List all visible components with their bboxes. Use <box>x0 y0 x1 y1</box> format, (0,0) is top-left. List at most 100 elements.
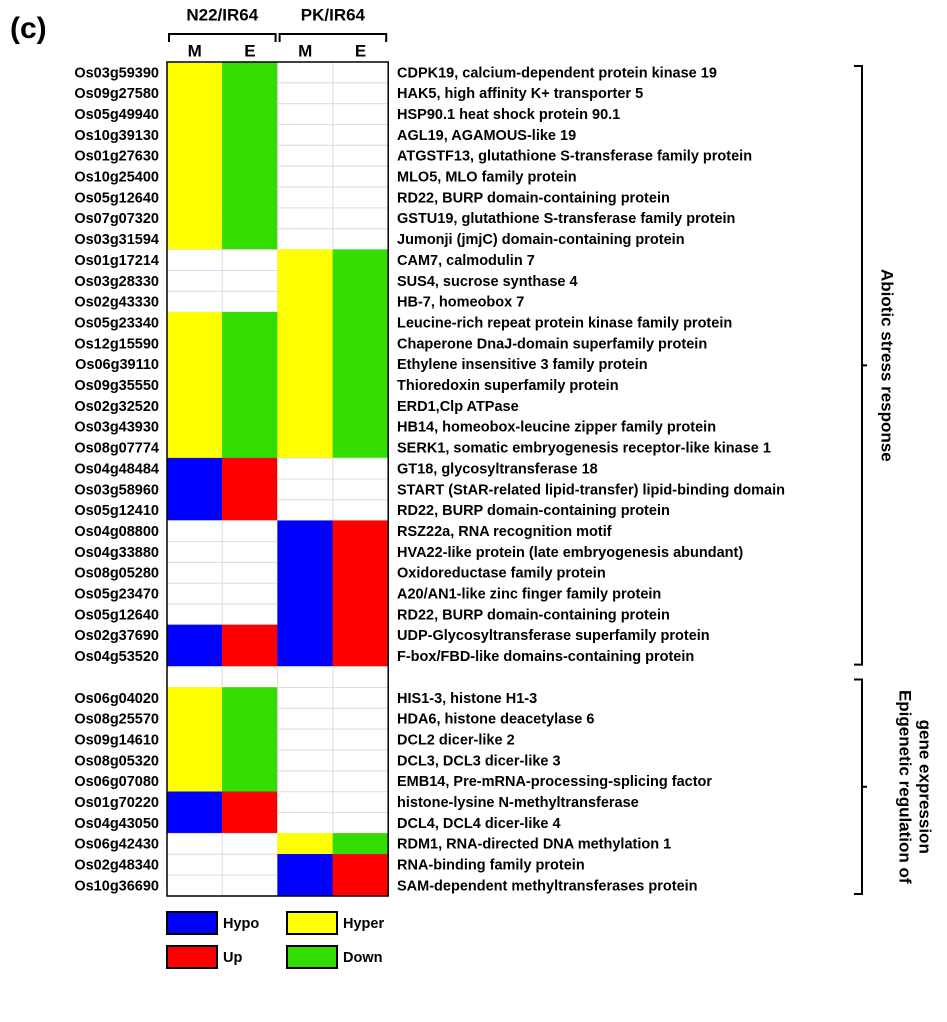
heatmap-cell <box>277 499 334 522</box>
heatmap-cell <box>277 520 334 542</box>
gene-description: SUS4, sucrose synthase 4 <box>397 274 578 290</box>
gene-description: Jumonji (jmjC) domain-containing protein <box>397 232 685 248</box>
heatmap-cell <box>332 833 389 855</box>
heatmap-cell <box>222 499 278 521</box>
heatmap-cell <box>332 583 389 605</box>
empty-cell <box>221 666 279 689</box>
heatmap-cell <box>166 311 223 334</box>
gene-description: Thioredoxin superfamily protein <box>397 378 619 394</box>
gene-id: Os10g25400 <box>74 170 159 186</box>
heatmap-cell <box>277 395 334 417</box>
heatmap-cell <box>222 374 278 396</box>
heatmap-cell <box>221 520 279 543</box>
gene-description: F-box/FBD-like domains-containing protei… <box>397 649 694 665</box>
heatmap-cell <box>277 228 334 251</box>
legend-label: Hyper <box>343 916 384 932</box>
heatmap-cell <box>277 311 334 334</box>
heatmap-cell <box>166 770 223 793</box>
gene-description: Oxidoreductase family protein <box>397 566 606 582</box>
group-label: N22/IR64 <box>186 5 258 24</box>
heatmap-cell <box>166 437 223 459</box>
heatmap-cell <box>277 749 334 772</box>
column-label: E <box>244 41 255 60</box>
heatmap-cell <box>332 228 389 251</box>
gene-id: Os09g14610 <box>74 732 159 748</box>
heatmap-cell <box>222 812 278 834</box>
gene-id: Os10g36690 <box>74 878 159 894</box>
heatmap-cell <box>166 853 223 876</box>
gene-description: DCL4, DCL4 dicer-like 4 <box>397 816 561 832</box>
heatmap-cell <box>332 874 389 897</box>
heatmap-cell <box>332 749 389 772</box>
gene-id: Os05g49940 <box>74 107 159 123</box>
heatmap-cell <box>332 624 389 647</box>
gene-description: DCL2 dicer-like 2 <box>397 732 515 748</box>
heatmap-cell <box>166 228 223 250</box>
heatmap-cell <box>222 82 278 104</box>
heatmap-cell <box>332 395 389 417</box>
heatmap-cell <box>166 499 223 521</box>
gene-id: Os06g04020 <box>74 691 159 707</box>
heatmap-cell <box>277 833 334 855</box>
heatmap-cell <box>222 770 278 793</box>
gene-id: Os08g07774 <box>74 441 159 457</box>
heatmap-cell <box>221 561 279 584</box>
heatmap-cell <box>277 82 334 105</box>
gene-id: Os05g12640 <box>74 607 159 623</box>
gene-description: DCL3, DCL3 dicer-like 3 <box>397 753 561 769</box>
heatmap-cell <box>332 541 389 563</box>
heatmap-cell <box>332 82 389 105</box>
gene-id: Os02g43330 <box>74 295 159 311</box>
gene-description: Leucine-rich repeat protein kinase famil… <box>397 315 732 331</box>
heatmap-cell <box>166 290 223 313</box>
heatmap-cell <box>277 707 334 730</box>
heatmap-cell <box>221 290 279 313</box>
heatmap-cell <box>221 832 279 855</box>
gene-id: Os12g15590 <box>74 336 159 352</box>
empty-cell <box>166 666 223 689</box>
heatmap-cell <box>277 165 334 188</box>
gene-id: Os08g25570 <box>74 712 159 728</box>
heatmap-cell <box>166 603 223 626</box>
heatmap-cell <box>332 165 389 188</box>
heatmap-cell <box>222 687 278 709</box>
gene-id: Os06g42430 <box>74 837 159 853</box>
heatmap-cell <box>166 728 223 751</box>
gene-description: AGL19, AGAMOUS-like 19 <box>397 128 576 144</box>
heatmap-cell <box>332 332 389 355</box>
gene-description: GSTU19, glutathione S-transferase family… <box>397 211 735 227</box>
gene-description: RD22, BURP domain-containing protein <box>397 607 670 623</box>
section-label: gene expression <box>916 720 935 854</box>
heatmap-cell <box>222 353 278 375</box>
gene-id: Os01g70220 <box>74 795 159 811</box>
empty-cell <box>277 666 334 689</box>
gene-id: Os01g27630 <box>74 149 159 165</box>
heatmap-cell <box>222 645 278 667</box>
group-bracket <box>168 33 277 42</box>
gene-id: Os09g35550 <box>74 378 159 394</box>
gene-description: MLO5, MLO family protein <box>397 170 577 186</box>
gene-id: Os05g23340 <box>74 315 159 331</box>
heatmap-cell <box>166 270 223 292</box>
gene-id: Os04g33880 <box>74 545 159 561</box>
gene-description: A20/AN1-like zinc finger family protein <box>397 587 661 603</box>
heatmap-cell <box>221 603 279 626</box>
heatmap-cell <box>166 541 223 563</box>
gene-description: ERD1,Clp ATPase <box>397 399 519 415</box>
heatmap-cell <box>277 186 334 209</box>
heatmap-cell <box>166 687 223 709</box>
heatmap-cell <box>166 582 223 605</box>
gene-id: Os04g43050 <box>74 816 159 832</box>
heatmap-cell <box>222 61 278 84</box>
empty-cell <box>332 666 389 689</box>
heatmap-cell <box>222 437 278 459</box>
heatmap-cell <box>222 416 278 438</box>
gene-id: Os08g05320 <box>74 753 159 769</box>
group-bracket <box>278 33 388 42</box>
heatmap-cell <box>221 874 279 897</box>
heatmap-cell <box>277 332 334 355</box>
heatmap-cell <box>222 749 278 772</box>
section-bracket <box>854 65 867 666</box>
heatmap-cell <box>221 853 279 876</box>
heatmap-cell <box>166 520 223 543</box>
